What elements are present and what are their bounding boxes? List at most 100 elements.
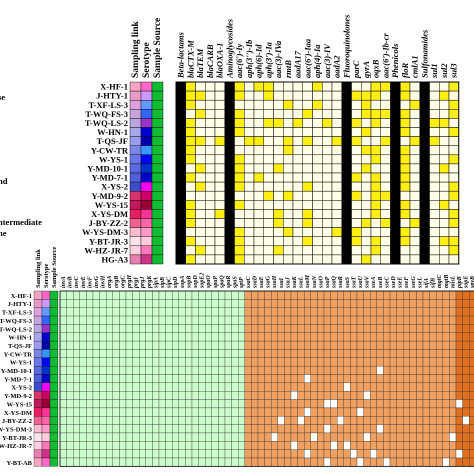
heat-cell (356, 432, 364, 442)
heat-cell (389, 357, 397, 367)
heat-cell (263, 99, 274, 110)
heat-cell (403, 407, 410, 417)
heat-cell (112, 340, 120, 350)
heat-cell (389, 332, 397, 342)
heat-cell (442, 441, 450, 450)
heat-cell (383, 432, 391, 442)
heat-cell (253, 145, 264, 156)
heat-cell (73, 315, 80, 325)
heat-cell (211, 374, 219, 384)
heat-cell (172, 416, 179, 425)
heat-cell (257, 407, 265, 417)
heat-cell (277, 407, 285, 417)
heat-cell (234, 90, 245, 101)
heat-cell (139, 307, 146, 317)
heat-cell (337, 340, 344, 350)
heat-cell (383, 299, 391, 308)
heat-cell (363, 324, 371, 333)
row-label: W-YS-1 (10, 360, 32, 367)
heat-cell (191, 332, 199, 342)
heat-cell (284, 299, 292, 308)
strip-header: Sampling link (131, 21, 141, 78)
heat-cell (361, 236, 372, 247)
heat-cell (277, 432, 285, 442)
heat-cell (224, 99, 235, 110)
heat-cell (370, 299, 377, 308)
heat-cell (351, 172, 362, 183)
heat-cell (139, 449, 146, 459)
heat-cell (448, 99, 459, 110)
serotype-cell (41, 365, 51, 375)
heat-cell (370, 118, 381, 128)
heat-cell (323, 407, 331, 417)
heat-cell (419, 109, 430, 119)
serotype-cell (41, 349, 51, 358)
heat-cell (158, 449, 166, 459)
heat-cell (370, 424, 377, 434)
heat-cell (400, 218, 411, 228)
heat-cell (448, 236, 459, 247)
heat-cell (455, 290, 463, 300)
heat-cell (263, 172, 274, 183)
heat-cell (244, 357, 252, 367)
heat-cell (376, 324, 384, 333)
heat-cell (370, 81, 381, 92)
heat-cell (376, 424, 384, 434)
column-header: gyrA (361, 61, 371, 79)
heat-cell (257, 357, 265, 367)
heat-cell (356, 332, 364, 342)
heat-cell (66, 424, 74, 434)
heat-cell (195, 99, 206, 110)
heat-cell (175, 99, 186, 110)
heat-cell (73, 441, 80, 450)
row-label: Y-BT-JR-3 (89, 236, 128, 246)
heat-cell (396, 407, 404, 417)
heat-cell (370, 145, 381, 156)
heat-cell (409, 200, 420, 210)
heat-cell (436, 332, 443, 342)
heat-cell (224, 218, 235, 228)
heat-cell (92, 299, 100, 308)
heat-cell (224, 399, 232, 409)
sample-source-cell (151, 163, 164, 174)
heat-cell (416, 349, 424, 358)
heat-cell (244, 254, 255, 265)
heat-cell (264, 399, 272, 409)
serotype-cell (140, 254, 153, 265)
heat-cell (389, 290, 397, 300)
heat-cell (361, 209, 372, 219)
heat-cell (361, 154, 372, 165)
heat-cell (112, 357, 120, 367)
heat-cell (396, 315, 404, 325)
heat-cell (257, 290, 265, 300)
heat-cell (106, 416, 113, 425)
heat-cell (158, 432, 166, 442)
heat-cell (343, 290, 351, 300)
heat-cell (86, 399, 94, 409)
heat-cell (132, 315, 140, 325)
heat-cell (175, 190, 186, 201)
heat-cell (234, 254, 245, 265)
heat-cell (304, 457, 311, 467)
column-header: prgH (127, 275, 133, 289)
heat-cell (224, 424, 232, 434)
heat-cell (322, 181, 333, 192)
heat-cell (73, 416, 80, 425)
heat-cell (175, 254, 186, 265)
heat-cell (462, 299, 470, 308)
heat-cell (277, 374, 285, 384)
heat-cell (396, 357, 404, 367)
heat-cell (323, 441, 331, 450)
heat-cell (400, 245, 411, 256)
heat-cell (370, 218, 381, 228)
heat-cell (132, 307, 140, 317)
sample-source-cell (49, 424, 59, 434)
heat-cell (322, 190, 333, 201)
heat-cell (341, 218, 352, 228)
heat-cell (195, 172, 206, 183)
heat-cell (323, 399, 331, 409)
heat-cell (59, 299, 67, 308)
heat-cell (455, 357, 463, 367)
heat-cell (158, 332, 166, 342)
heat-cell (351, 81, 362, 92)
